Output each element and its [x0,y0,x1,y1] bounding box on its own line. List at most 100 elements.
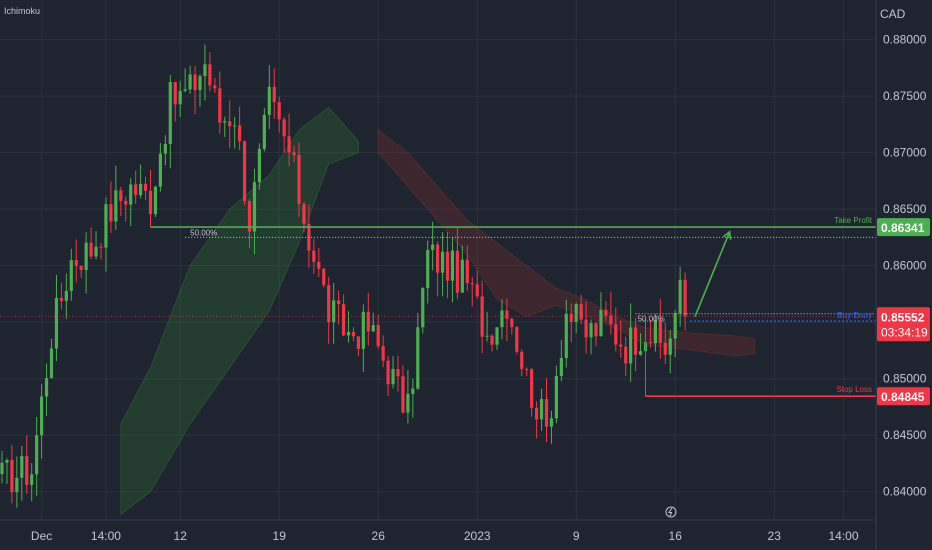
candle-down[interactable] [520,351,524,369]
candle-down[interactable] [683,279,687,317]
candle-down[interactable] [124,200,128,205]
candles[interactable] [0,44,687,508]
candle-up[interactable] [129,184,133,205]
candle-up[interactable] [30,474,34,485]
candle-down[interactable] [475,284,479,297]
candle-down[interactable] [386,360,390,385]
candle-up[interactable] [416,327,420,389]
candle-down[interactable] [143,183,148,191]
candle-down[interactable] [619,344,623,347]
price-axis[interactable]: 0.840000.845000.850000.855000.860000.865… [875,0,930,550]
candle-down[interactable] [604,309,608,316]
candle-up[interactable] [153,186,158,215]
candle-up[interactable] [5,460,9,463]
candle-down[interactable] [282,119,286,137]
candle-up[interactable] [267,86,271,115]
candle-down[interactable] [341,304,346,336]
candle-down[interactable] [614,324,618,345]
candle-up[interactable] [431,244,435,250]
candle-down[interactable] [193,74,197,90]
candle-down[interactable] [317,261,321,269]
candle-up[interactable] [223,121,227,123]
candle-down[interactable] [490,335,494,345]
candle-up[interactable] [35,435,39,475]
candle-down[interactable] [292,152,296,156]
candle-down[interactable] [238,125,242,142]
candle-up[interactable] [84,242,88,271]
candle-up[interactable] [262,114,266,149]
candle-up[interactable] [104,204,108,248]
candle-down[interactable] [634,327,638,355]
indicator-label[interactable]: Ichimoku [4,6,40,16]
candle-up[interactable] [332,300,336,323]
candle-down[interactable] [535,407,539,420]
candle-down[interactable] [25,456,29,485]
candle-up[interactable] [485,335,489,337]
candle-down[interactable] [579,304,583,320]
candle-down[interactable] [74,260,78,266]
candle-up[interactable] [49,348,54,379]
candle-down[interactable] [510,318,514,328]
candle-down[interactable] [436,244,440,273]
trade-levels[interactable]: 50.00% 50.00% Take Profit Buy Entry Stop Los… [0,216,876,398]
candle-up[interactable] [500,310,504,328]
candle-down[interactable] [208,64,212,86]
candle-up[interactable] [495,327,499,345]
candle-down[interactable] [148,190,153,215]
candle-up[interactable] [678,279,682,314]
candle-up[interactable] [257,148,261,183]
candle-down[interactable] [302,203,306,224]
candle-up[interactable] [69,260,73,291]
candle-down[interactable] [525,368,529,370]
candle-down[interactable] [445,251,450,281]
candle-up[interactable] [0,462,4,475]
candle-up[interactable] [20,456,24,478]
candle-down[interactable] [213,85,217,89]
candle-down[interactable] [134,184,138,196]
candle-up[interactable] [178,90,182,105]
candle-down[interactable] [218,88,222,123]
candle-up[interactable] [539,399,544,420]
candle-down[interactable] [242,141,247,202]
candle-down[interactable] [663,342,667,355]
candle-up[interactable] [574,304,578,322]
candle-down[interactable] [594,323,598,337]
candle-up[interactable] [426,249,430,289]
candle-up[interactable] [94,246,98,257]
candle-down[interactable] [480,296,484,337]
candle-up[interactable] [64,290,68,301]
candle-down[interactable] [470,283,474,285]
candle-down[interactable] [322,268,326,286]
candle-down[interactable] [381,346,385,361]
candle-down[interactable] [648,342,653,344]
candle-down[interactable] [173,82,177,105]
candle-down[interactable] [272,86,276,103]
candle-up[interactable] [391,369,395,385]
candle-up[interactable] [638,351,643,355]
candle-up[interactable] [554,376,558,419]
candle-up[interactable] [559,357,563,377]
candle-down[interactable] [401,376,405,413]
candle-up[interactable] [188,74,192,90]
candle-down[interactable] [569,313,573,322]
candle-down[interactable] [79,265,83,271]
candle-up[interactable] [54,297,59,349]
candle-up[interactable] [139,183,143,196]
candle-down[interactable] [530,369,534,408]
candle-down[interactable] [356,336,360,349]
candle-up[interactable] [346,332,351,336]
candle-down[interactable] [89,242,93,257]
candle-up[interactable] [168,82,172,144]
candle-down[interactable] [297,155,301,204]
candle-up[interactable] [361,311,365,349]
candle-up[interactable] [629,327,633,364]
candle-down[interactable] [99,246,103,248]
candle-up[interactable] [599,309,603,337]
candle-up[interactable] [40,396,44,436]
candle-down[interactable] [228,121,232,127]
candle-up[interactable] [564,313,568,358]
candle-down[interactable] [658,320,662,343]
candle-up[interactable] [406,393,410,413]
candle-down[interactable] [609,315,613,325]
candle-up[interactable] [158,153,162,187]
